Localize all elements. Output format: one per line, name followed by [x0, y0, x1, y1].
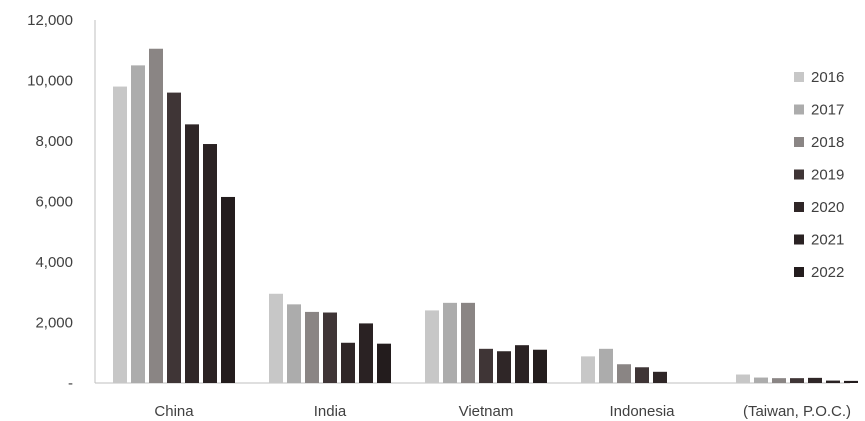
legend-swatch: [794, 137, 804, 147]
bar: [287, 304, 301, 383]
legend-label: 2016: [811, 69, 844, 86]
legend-swatch: [794, 169, 804, 180]
bar: [131, 65, 145, 383]
legend-swatch: [794, 234, 804, 245]
bar: [497, 351, 511, 383]
bar: [479, 348, 493, 383]
bar: [113, 86, 127, 384]
legend-label: 2019: [811, 167, 844, 184]
legend-swatch: [794, 202, 804, 212]
bar: [425, 310, 439, 383]
bar: [461, 302, 475, 383]
bar: [844, 380, 858, 383]
legend: 2016 2017 2018 2019 2020 2021 2022: [794, 69, 844, 281]
y-tick-label: 6,000: [35, 194, 73, 211]
bar: [167, 92, 181, 383]
y-tick-label: -: [68, 375, 73, 392]
category-label: (Taiwan, P.O.C.): [743, 403, 851, 420]
bar: [359, 323, 373, 383]
bar: [826, 380, 840, 383]
bar: [653, 371, 667, 383]
bar: [533, 349, 547, 383]
y-tick-label: 10,000: [27, 73, 73, 90]
bar: [790, 378, 804, 383]
category-label: Vietnam: [459, 403, 514, 420]
bar: [377, 343, 391, 383]
legend-label: 2018: [811, 134, 844, 151]
legend-swatch: [794, 104, 804, 115]
bar: [305, 311, 319, 383]
y-axis-ticks: 12,000 10,000 8,000 6,000 4,000 2,000 -: [27, 12, 73, 392]
y-tick-label: 8,000: [35, 133, 73, 150]
y-tick-label: 2,000: [35, 315, 73, 332]
bar: [149, 48, 163, 384]
bar: [185, 124, 199, 384]
bar: [635, 367, 649, 383]
bar: [203, 144, 217, 383]
bar: [754, 377, 768, 383]
bar: [617, 364, 631, 383]
legend-swatch: [794, 267, 804, 277]
bar: [515, 345, 529, 383]
bar: [443, 302, 457, 383]
y-tick-label: 12,000: [27, 12, 73, 29]
category-label: Indonesia: [609, 403, 675, 420]
bar: [341, 342, 355, 383]
legend-swatch: [794, 72, 804, 82]
x-axis-labels: China India Vietnam Indonesia (Taiwan, P.O.C…: [154, 403, 851, 420]
bar: [581, 356, 595, 383]
category-label: China: [154, 403, 194, 420]
bar: [599, 348, 613, 383]
legend-label: 2021: [811, 232, 844, 249]
bar: [269, 293, 283, 383]
legend-label: 2020: [811, 199, 844, 216]
bar: [808, 377, 822, 383]
bars-group: [113, 48, 858, 384]
bar: [736, 374, 750, 383]
y-tick-label: 4,000: [35, 254, 73, 271]
bar: [323, 312, 337, 383]
legend-label: 2017: [811, 102, 844, 119]
bar: [221, 196, 235, 383]
category-label: India: [314, 403, 347, 420]
legend-label: 2022: [811, 264, 844, 281]
bar: [772, 378, 786, 383]
